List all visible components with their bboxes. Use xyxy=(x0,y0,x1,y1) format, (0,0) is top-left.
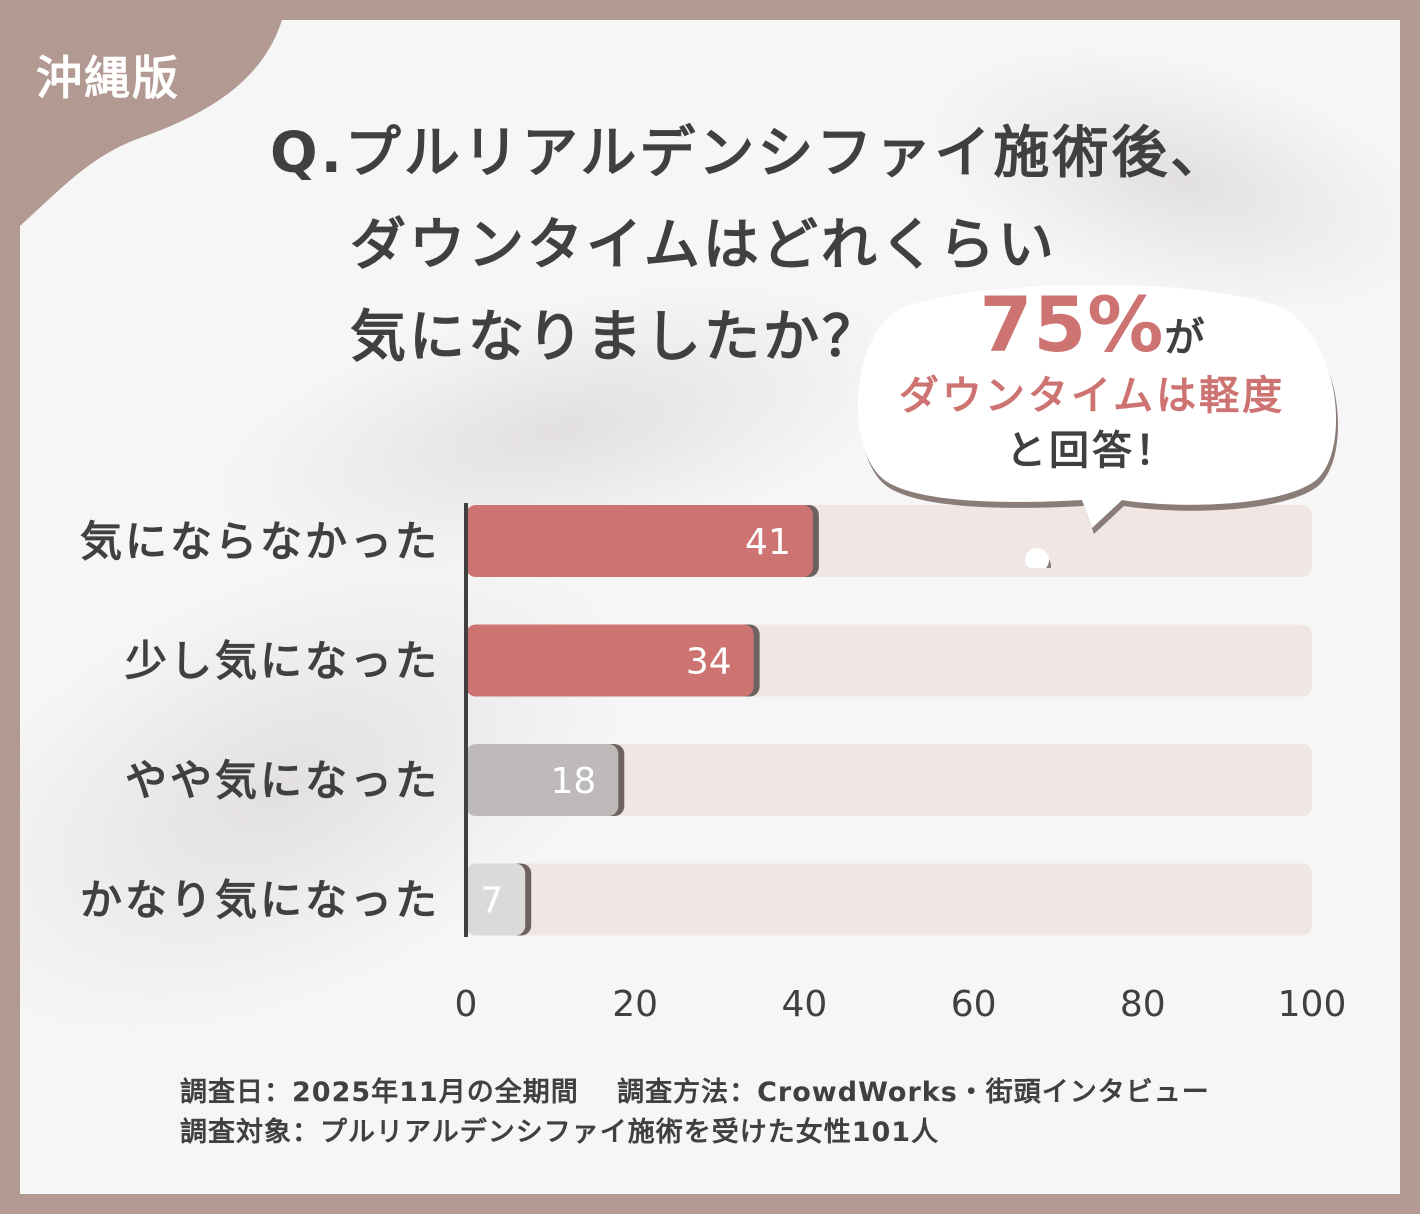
bar xyxy=(466,624,754,697)
corner-shape xyxy=(20,20,282,226)
x-tick-label: 40 xyxy=(781,984,827,1025)
x-tick-label: 60 xyxy=(951,984,997,1025)
question-line-1: Q.プルリアルデンシファイ施術後、 xyxy=(270,121,1230,186)
category-label: かなり気になった xyxy=(80,876,440,925)
bar-track xyxy=(466,863,1312,936)
x-tick-label: 100 xyxy=(1278,984,1347,1025)
callout-text: 75%が ダウンタイムは軽度 と回答！ xyxy=(842,280,1342,479)
callout-suffix: が xyxy=(1164,315,1205,361)
infographic-card: 沖縄版 Q.プルリアルデンシファイ施術後、 ダウンタイムはどれくらい 気になりま… xyxy=(20,20,1400,1194)
callout-percent: 75% xyxy=(979,280,1165,369)
value-label: 34 xyxy=(686,642,732,683)
question-line-3: 気になりましたか？ xyxy=(350,305,881,370)
category-label: 気にならなかった xyxy=(80,517,440,566)
category-label: 少し気になった xyxy=(125,637,440,686)
category-label: やや気になった xyxy=(125,756,440,805)
callout-line-2: ダウンタイムは軽度 xyxy=(898,373,1286,419)
region-tag: 沖縄版 xyxy=(36,51,180,105)
bar-track xyxy=(466,744,1312,816)
bar xyxy=(466,505,813,577)
value-label: 18 xyxy=(550,761,596,802)
x-tick-label: 0 xyxy=(455,984,478,1025)
bar xyxy=(466,863,526,936)
value-label: 7 xyxy=(480,881,503,922)
callout-line-3: と回答！ xyxy=(1006,428,1178,474)
question-line-2: ダウンタイムはどれくらい xyxy=(350,213,1057,278)
speech-bubble xyxy=(857,284,1336,568)
survey-note-2: 調査対象：プルリアルデンシファイ施術を受けた女性101人 xyxy=(180,1117,940,1148)
value-label: 41 xyxy=(745,522,791,563)
question-title: Q.プルリアルデンシファイ施術後、 ダウンタイムはどれくらい 気になりましたか？ xyxy=(270,108,1229,384)
bar xyxy=(466,744,619,816)
x-tick-label: 20 xyxy=(612,984,658,1025)
x-tick-label: 80 xyxy=(1120,984,1166,1025)
survey-note-1: 調査日：2025年11月の全期間 調査方法：CrowdWorks・街頭インタビュ… xyxy=(180,1077,1210,1108)
